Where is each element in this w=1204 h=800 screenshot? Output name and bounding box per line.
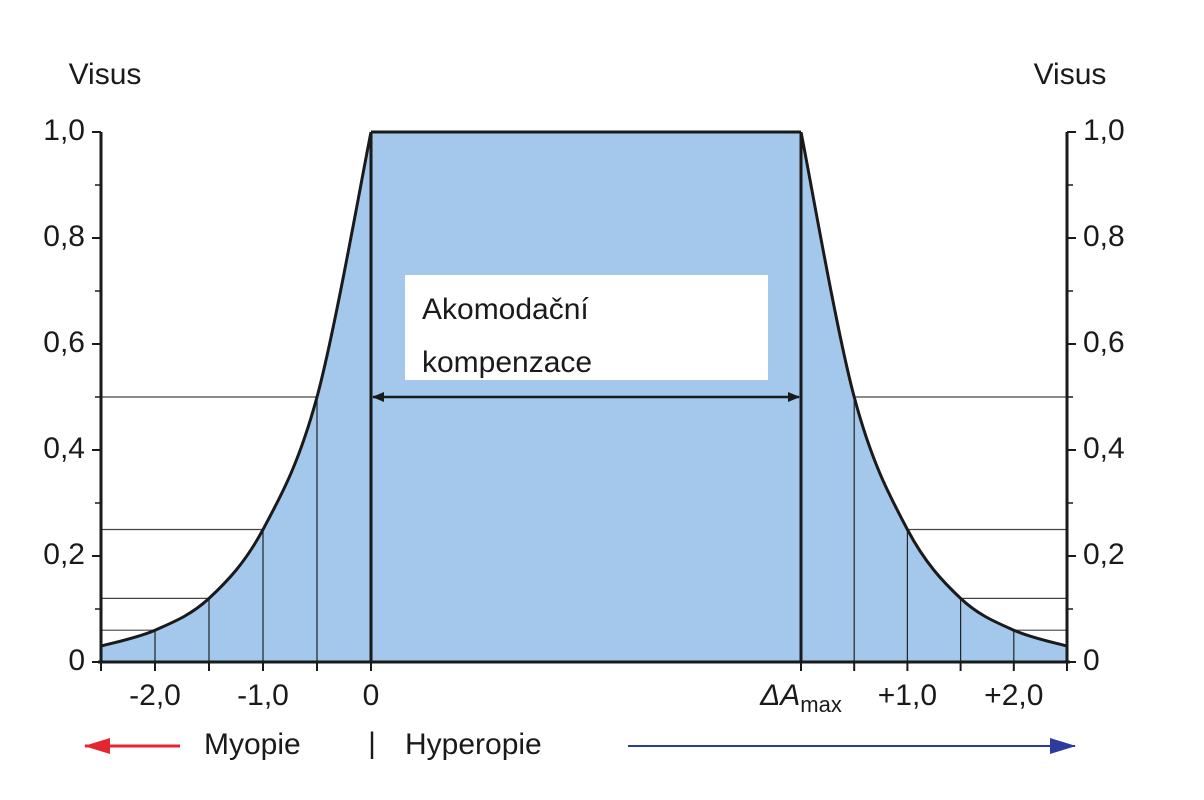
x2-tick-sub: max	[800, 692, 842, 717]
annotation-box	[405, 275, 768, 380]
area	[101, 132, 371, 662]
y-tick-label: 0,4	[43, 432, 85, 465]
x-tick-label: -1,0	[237, 679, 289, 712]
x2-tick-text: ΔA	[759, 679, 800, 712]
area	[801, 132, 1067, 662]
x2-tick-label: +2,0	[984, 679, 1043, 712]
x-tick-label: -2,0	[129, 679, 181, 712]
curve	[799, 131, 1068, 648]
x2-tick-text: +2,0	[984, 679, 1043, 712]
y2-tick-label: 0	[1083, 644, 1100, 677]
y-tick-label: 1,0	[43, 114, 85, 147]
y2-tick-label: 0,6	[1083, 326, 1125, 359]
y-tick-label: 0,8	[43, 220, 85, 253]
y2-tick-label: 0,8	[1083, 220, 1125, 253]
x-tick-label: 0	[363, 679, 380, 712]
x2-tick-label: +1,0	[878, 679, 937, 712]
curve	[100, 131, 373, 648]
legend-myopie: Myopie	[204, 728, 301, 761]
x2-tick-text: +1,0	[878, 679, 937, 712]
y2-tick-label: 0,2	[1083, 538, 1125, 571]
annotation: kompenzace	[422, 346, 592, 379]
y-tick-label: 0,6	[43, 326, 85, 359]
y2-tick-label: 1,0	[1083, 114, 1125, 147]
legend-hyperopie: Hyperopie	[405, 728, 542, 761]
y2-axis-label: Visus	[1034, 58, 1107, 91]
y-axis-label: Visus	[69, 58, 142, 91]
y-tick-label: 0,2	[43, 538, 85, 571]
annotation: Akomodační	[422, 293, 589, 326]
separator: |	[368, 727, 376, 760]
x2-tick-label: ΔAmax	[759, 679, 842, 717]
y-tick-label: 0	[68, 644, 85, 677]
y2-tick-label: 0,4	[1083, 432, 1125, 465]
